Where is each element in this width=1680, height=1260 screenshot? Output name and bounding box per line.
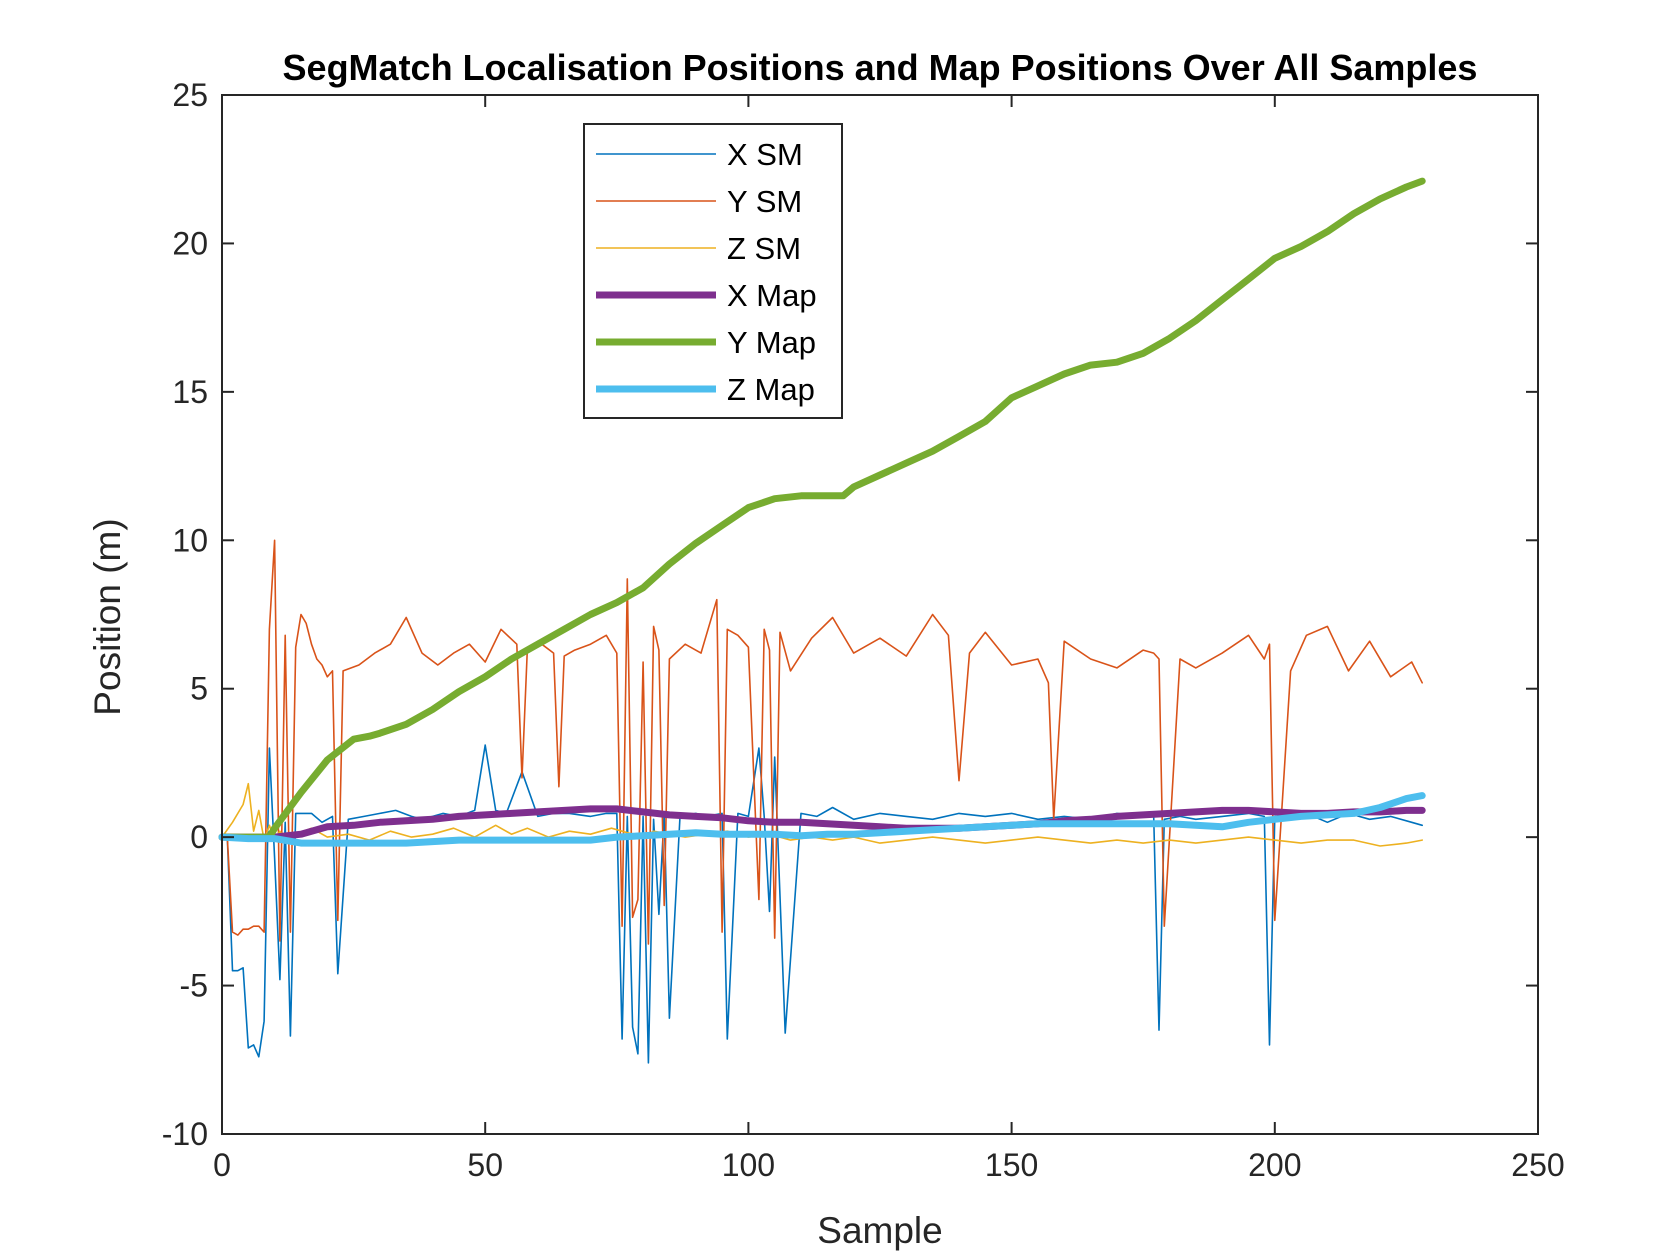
legend-label: Z Map — [727, 372, 815, 407]
x-tick-label: 150 — [985, 1147, 1038, 1183]
legend-label: X SM — [727, 137, 803, 172]
legend-box — [583, 123, 843, 419]
y-tick-label: 15 — [172, 374, 208, 410]
series-line-y-sm — [226, 539, 1423, 945]
legend-label: Y SM — [727, 184, 802, 219]
y-tick-label: 0 — [190, 819, 208, 855]
y-tick-label: 10 — [172, 522, 208, 558]
x-tick-label: 250 — [1511, 1147, 1564, 1183]
chart-title: SegMatch Localisation Positions and Map … — [283, 47, 1478, 88]
series-line-y-map — [218, 177, 1426, 841]
plot-area-frame — [221, 94, 1539, 1135]
y-tick-label: 5 — [190, 671, 208, 707]
x-tick-label: 50 — [467, 1147, 503, 1183]
series-line-x-sm — [226, 744, 1423, 1064]
series-line-x-map — [218, 805, 1426, 841]
y-tick-label: 25 — [172, 77, 208, 113]
y-tick-label: -10 — [162, 1116, 208, 1152]
series-line-z-map — [218, 792, 1426, 847]
y-axis-label: Position (m) — [87, 518, 128, 715]
plot-series — [218, 177, 1426, 1064]
x-tick-label: 200 — [1248, 1147, 1301, 1183]
x-tick-label: 0 — [213, 1147, 231, 1183]
legend-label: Z SM — [727, 231, 801, 266]
x-tick-label: 100 — [722, 1147, 775, 1183]
legend: X SM Y SM Z SM X Map Y Map Z Map — [583, 123, 843, 419]
y-tick-label: 20 — [172, 225, 208, 261]
legend-label: Y Map — [727, 325, 816, 360]
legend-label: X Map — [727, 278, 817, 313]
y-tick-label: -5 — [180, 968, 208, 1004]
x-axis-label: Sample — [817, 1210, 942, 1251]
axis-ticks: 0 50 100 150 200 250 -10 -5 0 5 10 15 20 25 — [162, 77, 1565, 1183]
